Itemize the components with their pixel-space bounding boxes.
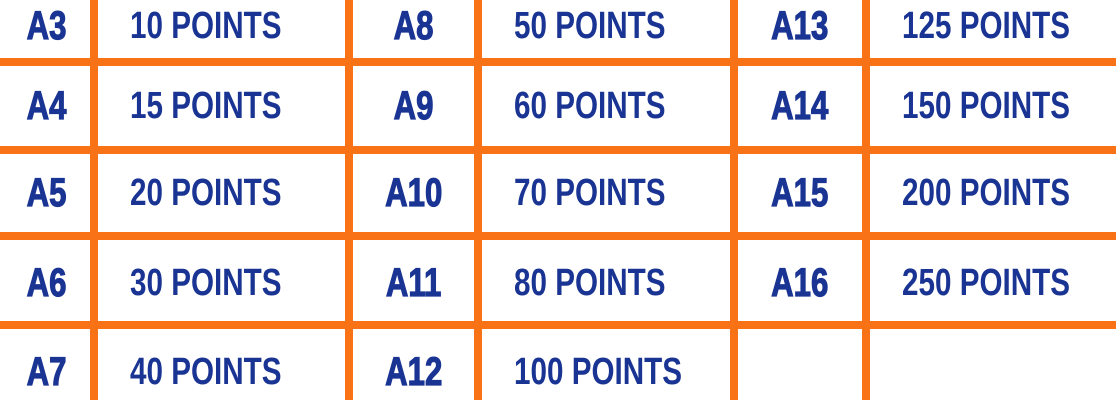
points-label: 125 POINTS [902,4,1071,47]
grid-line-vertical [862,0,870,400]
points-label: 100 POINTS [514,351,683,393]
grid-line-horizontal [0,321,1116,329]
points-cell: 10 POINTS [94,0,349,62]
code-label: A8 [393,3,434,48]
points-cell: 200 POINTS [866,150,1116,236]
code-cell: A11 [349,236,478,325]
code-label: A11 [385,260,442,305]
code-label: A9 [393,83,434,128]
code-cell: A4 [0,62,94,150]
points-label: 15 POINTS [130,84,282,127]
points-cell: 80 POINTS [478,236,734,325]
points-cell: 100 POINTS [478,325,734,400]
points-label: 250 POINTS [902,262,1071,304]
points-cell: 70 POINTS [478,150,734,236]
points-cell: 30 POINTS [94,236,349,325]
code-cell: A13 [734,0,866,62]
points-cell: 20 POINTS [94,150,349,236]
points-label: 70 POINTS [514,171,666,214]
grid-line-vertical [345,0,353,400]
code-label: A4 [27,83,68,128]
code-label: A10 [384,170,443,215]
points-cell-empty [866,325,1116,400]
code-cell: A14 [734,62,866,150]
points-label: 20 POINTS [130,171,282,214]
points-cell: 15 POINTS [94,62,349,150]
code-label: A6 [27,260,68,305]
points-cell: 40 POINTS [94,325,349,400]
grid-line-horizontal [0,58,1116,66]
points-cell: 150 POINTS [866,62,1116,150]
code-cell: A5 [0,150,94,236]
code-label: A16 [771,260,829,305]
code-cell: A9 [349,62,478,150]
code-cell: A10 [349,150,478,236]
code-label: A14 [771,83,829,128]
code-cell: A16 [734,236,866,325]
code-label: A12 [384,349,443,394]
grid-line-horizontal [0,146,1116,154]
code-label: A15 [771,170,829,215]
grid-line-vertical [474,0,482,400]
points-label: 60 POINTS [514,84,666,127]
points-label: 200 POINTS [902,171,1071,214]
code-cell: A15 [734,150,866,236]
points-label: 40 POINTS [130,351,282,393]
code-cell: A3 [0,0,94,62]
code-label: A3 [27,3,68,48]
grid-line-vertical [730,0,738,400]
points-label: 10 POINTS [130,4,282,47]
points-label: 50 POINTS [514,4,666,47]
code-label: A13 [771,3,829,48]
points-label: 150 POINTS [902,84,1071,127]
code-label: A7 [27,349,68,394]
code-cell: A6 [0,236,94,325]
code-cell: A8 [349,0,478,62]
points-label: 80 POINTS [514,262,666,304]
code-cell-empty [734,325,866,400]
points-cell: 50 POINTS [478,0,734,62]
code-label: A5 [27,170,68,215]
points-cell: 250 POINTS [866,236,1116,325]
points-cell: 60 POINTS [478,62,734,150]
code-cell: A7 [0,325,94,400]
points-cell: 125 POINTS [866,0,1116,62]
code-cell: A12 [349,325,478,400]
points-label: 30 POINTS [130,262,282,304]
grid-line-horizontal [0,232,1116,240]
grid-line-vertical [90,0,98,400]
